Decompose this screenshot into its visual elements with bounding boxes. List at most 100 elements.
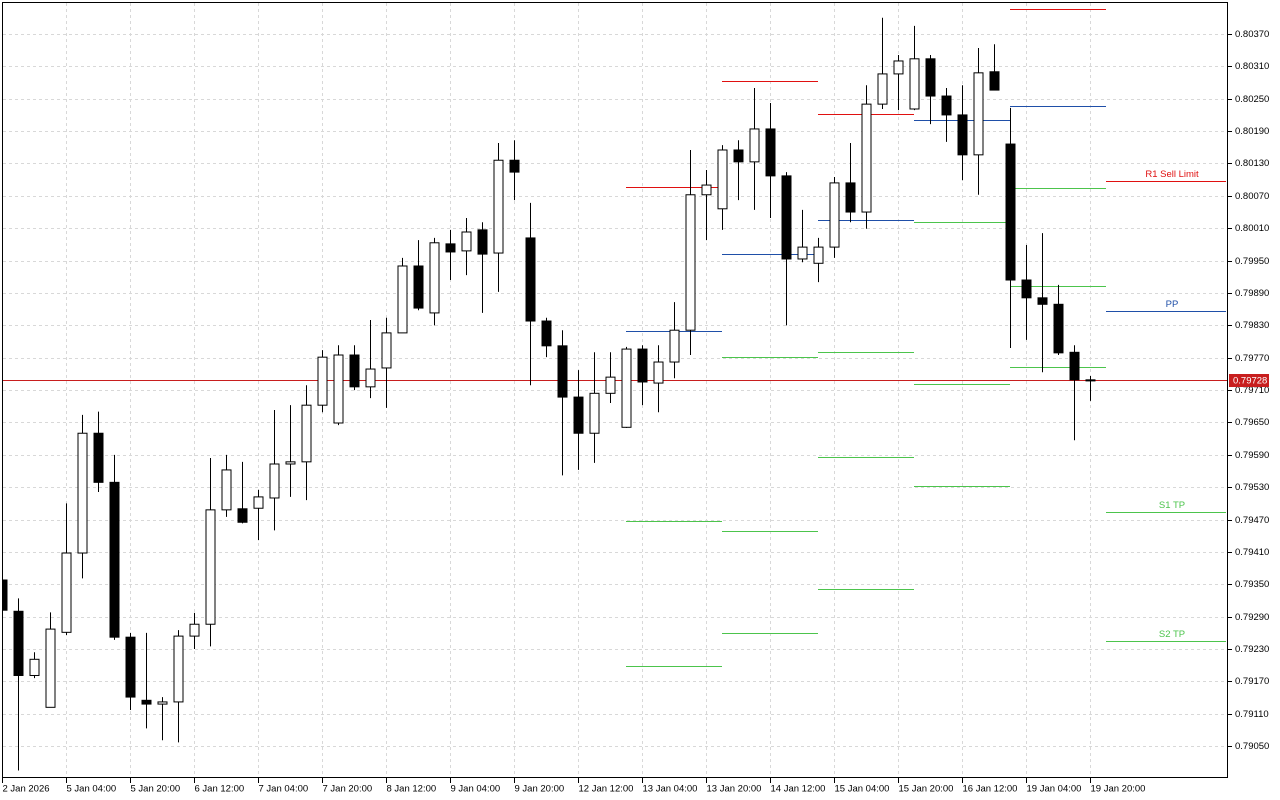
level-label: R1 Sell Limit: [1145, 169, 1199, 180]
y-tick-label: 0.79710: [1235, 385, 1269, 396]
x-tick-label: 15 Jan 20:00: [899, 784, 954, 795]
level-label: S2 TP: [1159, 629, 1185, 640]
x-tick-label: 19 Jan 04:00: [1027, 784, 1082, 795]
x-tick-label: 16 Jan 12:00: [963, 784, 1018, 795]
x-tick-label: 15 Jan 04:00: [835, 784, 890, 795]
y-tick-label: 0.80250: [1235, 94, 1269, 105]
x-tick-label: 8 Jan 12:00: [387, 784, 437, 795]
candle-body: [285, 461, 296, 465]
candle-body: [77, 432, 88, 554]
candle-body: [493, 159, 504, 254]
y-tick-label: 0.79950: [1235, 256, 1269, 267]
candle-body: [61, 552, 72, 633]
candle-body: [429, 242, 440, 314]
candle-body: [461, 231, 472, 252]
candle-body: [733, 149, 744, 163]
candle-body: [525, 237, 536, 322]
candle-body: [381, 332, 392, 369]
y-tick-label: 0.80070: [1235, 191, 1269, 202]
candle-body: [829, 182, 840, 248]
y-tick-label: 0.79350: [1235, 579, 1269, 590]
candle-body: [701, 184, 712, 196]
candle-body: [573, 396, 584, 434]
candle-body: [1053, 303, 1064, 354]
y-tick-label: 0.79170: [1235, 676, 1269, 687]
candle-body: [973, 72, 984, 156]
y-tick-label: 0.80010: [1235, 223, 1269, 234]
grid: [3, 3, 1227, 777]
candle-body: [29, 658, 40, 676]
candle-body: [1085, 379, 1096, 382]
x-tick-label: 12 Jan 12:00: [579, 784, 634, 795]
candle-body: [125, 636, 136, 698]
x-tick-label: 9 Jan 20:00: [515, 784, 565, 795]
candle-body: [189, 623, 200, 637]
candle-body: [941, 95, 952, 116]
axes: 0.80370 0.80310 0.80250 0.80190 0.80130 0.800…: [2, 29, 1269, 795]
candle-body: [269, 463, 280, 499]
candle-body: [877, 73, 888, 105]
y-tick-label: 0.79050: [1235, 741, 1269, 752]
candle-body: [653, 361, 664, 384]
x-tick-label: 19 Jan 20:00: [1091, 784, 1146, 795]
candle-body: [717, 149, 728, 210]
x-tick-label: 9 Jan 04:00: [451, 784, 501, 795]
candle-body: [557, 345, 568, 398]
candle-body: [45, 628, 56, 708]
last-price-box: [1229, 374, 1269, 387]
candle-body: [13, 610, 24, 676]
candle-body: [445, 243, 456, 253]
y-tick-label: 0.79650: [1235, 417, 1269, 428]
y-tick-label: 0.79590: [1235, 450, 1269, 461]
candle-body: [685, 194, 696, 331]
candle-body: [669, 329, 680, 363]
candle-body: [205, 509, 216, 625]
x-tick-label: 7 Jan 04:00: [259, 784, 309, 795]
level-label: S1 TP: [1159, 500, 1185, 511]
candle-body: [813, 246, 824, 264]
candle-body: [93, 432, 104, 483]
candle-body: [957, 114, 968, 156]
y-tick-label: 0.79770: [1235, 353, 1269, 364]
y-tick-label: 0.79470: [1235, 515, 1269, 526]
candle-body: [845, 182, 856, 213]
candle-body: [781, 175, 792, 260]
candle-body: [589, 392, 600, 434]
candle-body: [605, 376, 616, 394]
y-tick-label: 0.80130: [1235, 158, 1269, 169]
candle-body: [173, 635, 184, 703]
y-tick-label: 0.79410: [1235, 547, 1269, 558]
x-tick-label: 6 Jan 12:00: [195, 784, 245, 795]
candle-body: [765, 128, 776, 177]
candle-body: [109, 481, 120, 638]
x-tick-label: 13 Jan 20:00: [707, 784, 762, 795]
candle-body: [893, 60, 904, 75]
candle-body: [925, 58, 936, 97]
candle-body: [301, 404, 312, 463]
y-tick-label: 0.80370: [1235, 29, 1269, 40]
candle-body: [1069, 351, 1080, 381]
y-tick-label: 0.79830: [1235, 320, 1269, 331]
y-tick-label: 0.79890: [1235, 288, 1269, 299]
y-tick-label: 0.80310: [1235, 61, 1269, 72]
candle-body: [1037, 297, 1048, 305]
candle-body: [637, 348, 648, 383]
candle-body: [989, 71, 1000, 91]
last-price-label: 0.79728: [1233, 376, 1267, 387]
candle-body: [861, 103, 872, 213]
candle-body: [365, 368, 376, 388]
candle-body: [317, 356, 328, 406]
y-tick-label: 0.79290: [1235, 612, 1269, 623]
candle-body: [909, 58, 920, 110]
candle-body: [237, 508, 248, 523]
x-tick-label: 13 Jan 04:00: [643, 784, 698, 795]
x-tick-label: 5 Jan 20:00: [131, 784, 181, 795]
candle-body: [397, 265, 408, 334]
candle-body: [1005, 143, 1016, 281]
plot-border: [2, 2, 1228, 778]
candle-body: [621, 348, 632, 428]
x-tick-label: 7 Jan 20:00: [323, 784, 373, 795]
candle-body: [253, 496, 264, 509]
